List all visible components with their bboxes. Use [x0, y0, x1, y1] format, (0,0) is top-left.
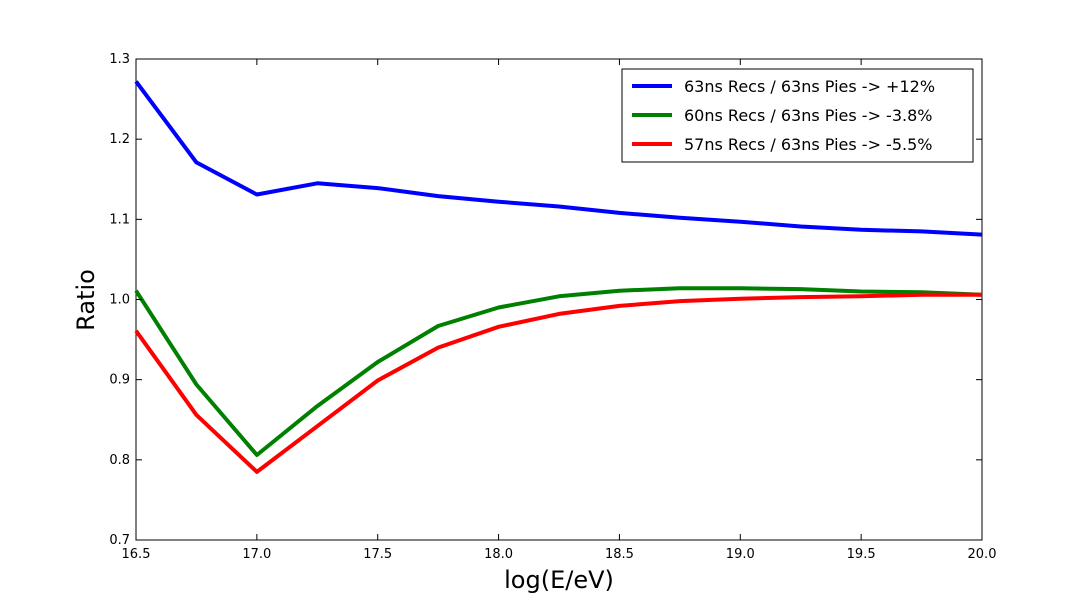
y-tick-label: 1.3 — [109, 52, 130, 67]
legend-label-2: 60ns Recs / 63ns Pies -> -3.8% — [684, 106, 932, 125]
series-line-1 — [134, 80, 983, 237]
x-tick-label: 17.0 — [242, 547, 271, 562]
x-tick-label: 17.5 — [363, 547, 392, 562]
legend-label-3: 57ns Recs / 63ns Pies -> -5.5% — [684, 135, 932, 154]
x-tick-label: 20.0 — [968, 547, 997, 562]
x-tick-label: 18.0 — [484, 547, 513, 562]
legend-label-1: 63ns Recs / 63ns Pies -> +12% — [684, 77, 935, 96]
y-axis-title: Ratio — [72, 269, 100, 331]
y-tick-label: 1.0 — [109, 293, 130, 308]
series-line-2 — [134, 286, 983, 457]
ticks-layer: 16.5 17.0 17.5 18.0 18.5 19.0 19.5 20.0 0.7 0.8 0.… — [109, 52, 996, 562]
x-tick-label: 16.5 — [122, 547, 151, 562]
legend: 63ns Recs / 63ns Pies -> +12% 60ns Recs /… — [621, 68, 974, 163]
legend-entries: 63ns Recs / 63ns Pies -> +12% 60ns Recs /… — [632, 77, 935, 154]
x-axis-title: log(E/eV) — [504, 566, 614, 594]
x-tick-label: 19.5 — [847, 547, 876, 562]
y-tick-label: 1.1 — [109, 212, 130, 227]
y-tick-label: 0.7 — [109, 533, 130, 548]
x-tick-label: 18.5 — [605, 547, 634, 562]
x-tick-label: 19.0 — [726, 547, 755, 562]
series-layer — [134, 80, 983, 474]
series-line-3 — [134, 292, 982, 474]
y-tick-label: 0.8 — [109, 453, 130, 468]
y-tick-label: 0.9 — [109, 373, 130, 388]
y-tick-label: 1.2 — [109, 132, 130, 147]
legend-box — [621, 68, 974, 163]
